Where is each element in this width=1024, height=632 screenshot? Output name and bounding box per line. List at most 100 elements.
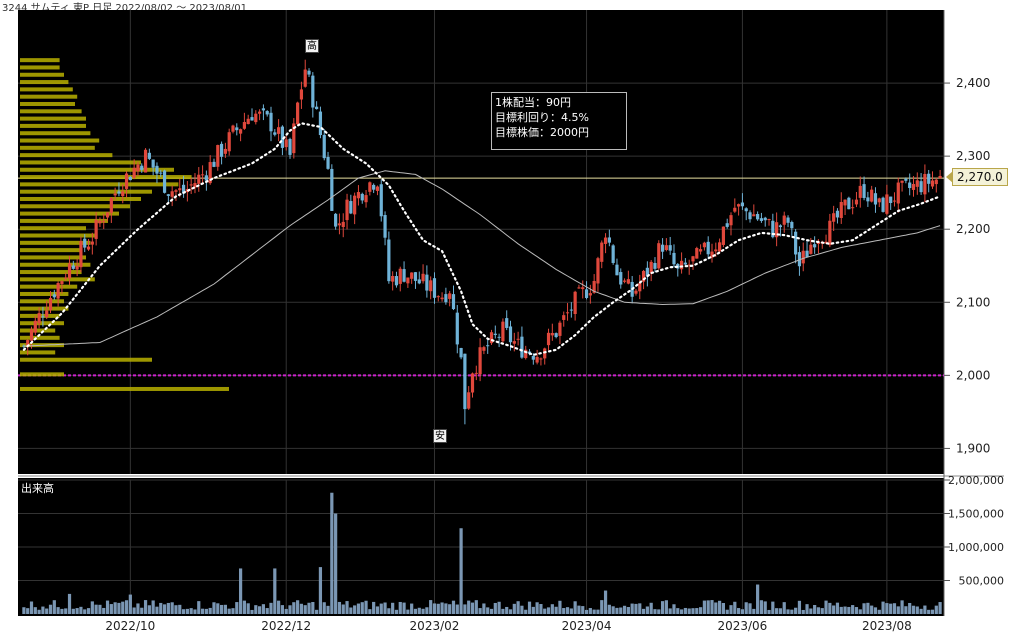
- volume-bar: [463, 604, 467, 614]
- candle-body: [782, 215, 786, 225]
- candle-body: [531, 356, 535, 360]
- candle-body: [147, 152, 151, 159]
- candle-body: [721, 226, 726, 245]
- candle-body: [851, 207, 855, 209]
- volume-bar: [470, 602, 475, 614]
- candle-body: [48, 297, 53, 311]
- volume-bar: [250, 609, 254, 614]
- price-panel-bg: [18, 10, 944, 474]
- volume-bar: [710, 600, 714, 614]
- volume-bar: [748, 603, 752, 614]
- candle-body: [254, 113, 258, 123]
- volume-bar: [775, 608, 779, 614]
- volume-bar: [927, 609, 931, 614]
- candle-body: [904, 178, 908, 181]
- volume-bar: [938, 602, 942, 614]
- volume-bar: [524, 609, 528, 614]
- volume-tick-label: 1,000,000: [948, 541, 1004, 554]
- candle-body: [455, 312, 459, 345]
- volume-bar: [345, 601, 349, 614]
- profile-bar: [20, 182, 179, 187]
- volume-bar: [29, 601, 34, 614]
- candle-body: [383, 215, 387, 238]
- volume-bar: [231, 608, 235, 614]
- volume-bar: [128, 594, 132, 614]
- price-tick-label: 1,900: [956, 441, 990, 455]
- candle-body: [391, 276, 395, 282]
- volume-bar: [22, 607, 26, 614]
- candle-body: [178, 188, 182, 191]
- volume-bar: [299, 603, 304, 614]
- dividend-text: 1株配当：90円: [495, 96, 571, 109]
- candle-body: [261, 108, 266, 111]
- candle-body: [622, 280, 627, 282]
- volume-bar: [501, 608, 505, 614]
- volume-bar: [227, 608, 231, 614]
- profile-bar: [20, 255, 86, 260]
- candle-body: [189, 184, 193, 186]
- profile-bar: [20, 116, 86, 121]
- price-tick-label: 2,300: [956, 149, 990, 163]
- candle-body: [809, 244, 813, 254]
- volume-bar: [645, 606, 649, 614]
- volume-bar: [360, 602, 364, 614]
- candle-body: [345, 199, 349, 221]
- candle-body: [687, 264, 691, 266]
- volume-bar: [406, 609, 410, 614]
- candle-body: [908, 182, 912, 189]
- candle-body: [425, 274, 429, 291]
- candle-body: [29, 329, 34, 341]
- candle-body: [140, 165, 144, 170]
- volume-bar: [448, 604, 452, 614]
- volume-bar: [334, 513, 338, 614]
- volume-bar: [569, 608, 573, 614]
- volume-bar: [718, 600, 722, 614]
- candle-body: [664, 245, 668, 250]
- candle-body: [315, 106, 319, 110]
- volume-bar: [56, 607, 60, 614]
- volume-bar: [421, 608, 425, 614]
- candle-body: [86, 246, 91, 250]
- candle-body: [227, 132, 231, 152]
- candle-body: [258, 111, 262, 114]
- volume-bar: [159, 602, 163, 614]
- volume-bar: [170, 602, 174, 614]
- candle-body: [911, 183, 916, 190]
- date-tick-label: 2023/06: [717, 619, 767, 632]
- candle-body: [269, 112, 273, 132]
- candle-body: [790, 222, 794, 229]
- volume-bar: [626, 606, 630, 614]
- candle-body: [223, 148, 227, 154]
- volume-bar: [83, 609, 87, 614]
- volume-bar: [543, 608, 547, 614]
- candle-body: [870, 189, 874, 202]
- profile-bar: [20, 109, 82, 114]
- volume-bar: [908, 602, 912, 614]
- candle-body: [307, 70, 311, 75]
- candle-body: [493, 333, 497, 336]
- candle-body: [767, 219, 771, 221]
- volume-bar: [801, 609, 805, 614]
- volume-bar: [353, 605, 357, 614]
- volume-bar: [558, 600, 562, 614]
- profile-bar: [20, 196, 141, 201]
- volume-bar: [915, 606, 919, 614]
- candle-body: [121, 191, 125, 197]
- volume-bar: [885, 603, 889, 614]
- candle-body: [212, 161, 216, 167]
- annotation-box: 1株配当：90円 目標利回り：4.5% 目標株価：2000円: [491, 92, 627, 150]
- volume-bar: [820, 608, 824, 614]
- volume-bar: [520, 605, 524, 614]
- candle-body: [98, 220, 102, 224]
- volume-bar: [451, 600, 456, 614]
- profile-bar: [20, 284, 78, 289]
- volume-bar: [824, 600, 828, 614]
- volume-bar: [235, 602, 239, 614]
- volume-bar: [721, 602, 726, 614]
- candle-body: [197, 174, 201, 184]
- candle-body: [406, 277, 410, 284]
- candle-body: [296, 102, 300, 125]
- candle-body: [508, 326, 513, 343]
- volume-bar: [189, 608, 193, 614]
